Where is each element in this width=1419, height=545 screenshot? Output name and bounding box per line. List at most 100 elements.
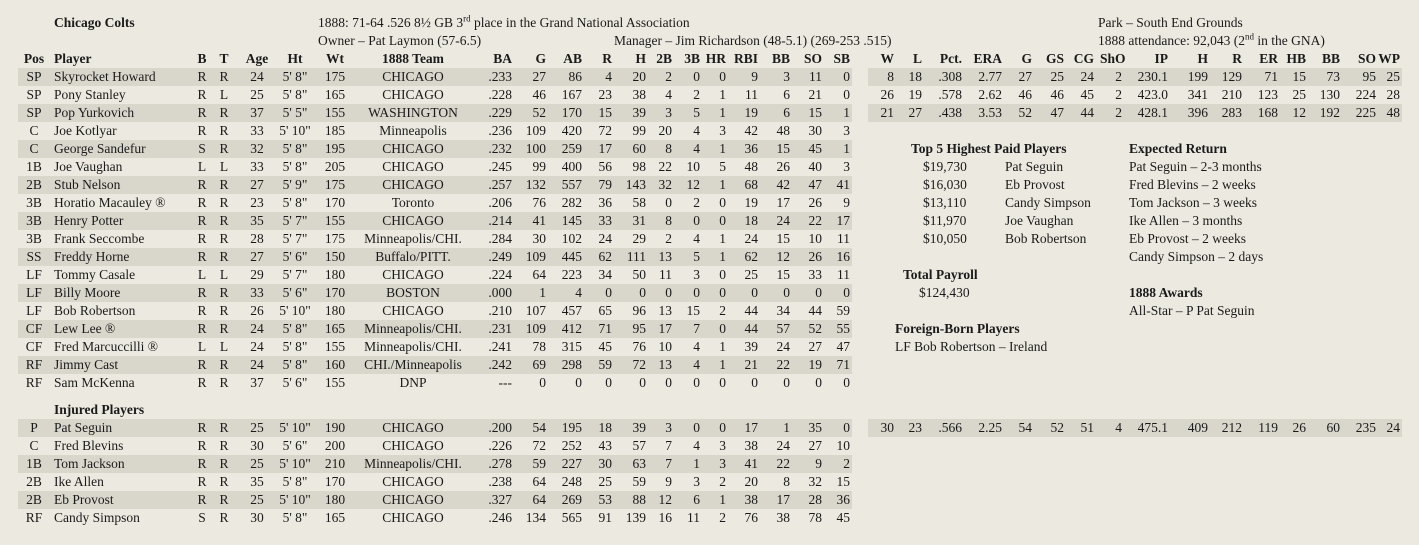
pitch-cell-pso: 235 [1355,420,1376,435]
cell-wt: 170 [324,474,346,489]
payroll-value: $124,430 [919,285,970,300]
cell-tr: 1 [693,456,700,471]
cell-player: Stub Nelson [54,177,121,192]
cell-d: 9 [665,474,672,489]
injured-row: RF Candy Simpson S R 30 5' 8" 165 CHICAGO .246 13… [0,509,1419,527]
cell-bb: 6 [783,105,790,120]
cell-ba: .229 [488,105,512,120]
cell-t: R [219,474,229,489]
cell-player: Freddy Horne [54,249,130,264]
pitch-cell-hb: 26 [1292,420,1307,435]
cell-b: L [197,267,207,282]
cell-ht: 5' 8" [282,195,308,210]
cell-t: R [219,456,229,471]
pitch-cell-sho: 4 [1115,420,1122,435]
table-row: 3B Horatio Macauley ® R R 23 5' 8" 170 Toronto.… [0,194,1419,212]
table-row: RF Sam McKenna R R 37 5' 6" 155 DNP --- 0 0 0 0 0 0 0 0 0… [0,374,1419,392]
expected-return-item: Candy Simpson – 2 days [1129,249,1264,264]
cell-rbi: 25 [744,267,759,282]
cell-b: R [197,321,207,336]
cell-pos: LF [26,303,42,318]
cell-ht: 5' 8" [282,141,308,156]
header-pos: Pos [23,51,45,66]
cell-pos: SP [26,69,42,84]
cell-t: R [219,303,229,318]
cell-rbi: 38 [744,438,759,453]
header-r: R [602,51,612,66]
pitch-cell-sho: 2 [1115,105,1122,120]
cell-h: 29 [632,231,647,246]
cell-tr: 10 [686,159,701,174]
cell-age: 29 [250,267,264,282]
cell-ab: 298 [561,357,582,372]
cell-r: 79 [598,177,613,192]
pitch-cell-pct: .578 [938,87,962,102]
cell-h: 96 [632,303,647,318]
header-ip: IP [1154,51,1169,66]
cell-ba: .228 [488,87,512,102]
cell-t: R [219,141,229,156]
cell-so: 78 [808,510,823,525]
cell-so: 19 [808,357,823,372]
cell-bb: 8 [783,474,790,489]
table-row: RF Jimmy Cast R R 24 5' 8" 160 CHI./Minneapolis… [0,356,1419,374]
cell-wt: 195 [324,141,346,156]
cell-d: 10 [658,339,673,354]
pitch-cell-pbb: 73 [1326,69,1341,84]
cell-ht: 5' 10" [279,492,311,507]
cell-r: 25 [598,474,613,489]
cell-ba: .284 [488,231,512,246]
cell-r: 36 [598,195,613,210]
cell-pos: 3B [26,231,42,246]
cell-h: 57 [632,438,647,453]
cell-team: WASHINGTON [368,105,458,120]
cell-pos: RF [25,510,43,525]
cell-team: DNP [399,375,427,390]
cell-g: 69 [532,357,547,372]
injured-row: 2B Eb Provost R R 25 5' 10" 180 CHICAGO .327 64 26… [0,491,1419,509]
cell-h: 38 [632,87,647,102]
cell-d: 13 [658,249,673,264]
cell-r: 18 [598,420,613,435]
cell-team: CHICAGO [382,267,444,282]
cell-ht: 5' 6" [282,285,308,300]
cell-tr: 5 [693,249,700,264]
cell-ba: .241 [488,339,512,354]
header-pbb: BB [1321,51,1340,66]
cell-rbi: 19 [744,105,759,120]
cell-ht: 5' 7" [282,267,308,282]
cell-tr: 5 [693,105,700,120]
pitch-cell-wp: 24 [1386,420,1401,435]
salary-amount: $16,030 [923,177,967,192]
cell-bb: 17 [776,195,791,210]
cell-ht: 5' 10" [279,123,311,138]
cell-sb: 17 [836,213,851,228]
row-shading [868,68,1402,86]
pitch-cell-wp: 28 [1386,87,1401,102]
pitch-cell-pr: 283 [1221,105,1242,120]
cell-d: 3 [665,105,672,120]
cell-d: 4 [665,87,672,102]
cell-g: 99 [532,159,547,174]
cell-pos: CF [25,321,43,336]
cell-ht: 5' 5" [282,105,308,120]
cell-hr: 3 [719,123,726,138]
cell-ht: 5' 6" [282,375,308,390]
cell-wt: 190 [324,420,346,435]
cell-tr: 3 [693,474,700,489]
salary-amount: $10,050 [923,231,967,246]
cell-t: R [219,177,229,192]
cell-so: 32 [808,474,823,489]
cell-age: 33 [250,123,264,138]
header-team: 1888 Team [382,51,444,66]
cell-bb: 15 [776,141,791,156]
cell-player: Pat Seguin [54,420,113,435]
pitch-cell-cg: 24 [1080,69,1095,84]
cell-sb: 36 [836,492,851,507]
row-shading [18,419,852,437]
cell-wt: 180 [324,492,346,507]
cell-ba: --- [498,375,513,390]
cell-hr: 1 [719,141,726,156]
header-wp: WP [1378,51,1400,66]
cell-rbi: 76 [744,510,759,525]
